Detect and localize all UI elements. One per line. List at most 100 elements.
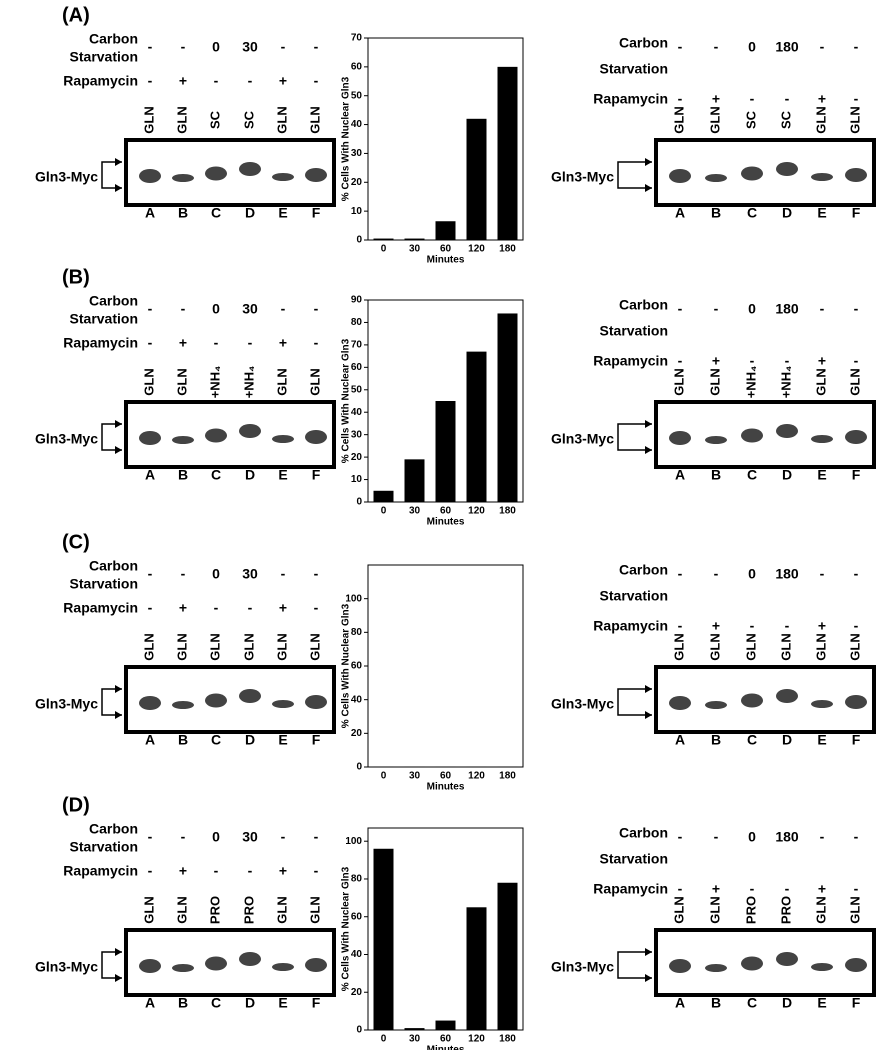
arrowhead bbox=[115, 974, 122, 982]
x-tick-label: 180 bbox=[499, 1034, 516, 1045]
carbon-value: - bbox=[181, 829, 186, 845]
lane-condition: +NH₄ bbox=[207, 366, 222, 399]
lane-letter: F bbox=[312, 467, 321, 483]
arrowhead bbox=[645, 711, 652, 719]
protein-label: Gln3-Myc bbox=[35, 696, 98, 712]
carbon-label: Carbon bbox=[619, 562, 668, 578]
y-tick-label: 20 bbox=[351, 452, 363, 463]
lane-letter: B bbox=[711, 732, 721, 748]
carbon-value: - bbox=[281, 829, 286, 845]
y-tick-label: 50 bbox=[351, 384, 363, 395]
lane-condition: GLN bbox=[707, 896, 722, 923]
protein-label: Gln3-Myc bbox=[551, 169, 614, 185]
y-tick-label: 100 bbox=[345, 593, 362, 604]
carbon-value: 0 bbox=[212, 39, 220, 55]
carbon-value: 0 bbox=[748, 566, 756, 582]
arrowhead bbox=[115, 446, 122, 454]
protein-label: Gln3-Myc bbox=[35, 169, 98, 185]
lane-letter: C bbox=[211, 467, 221, 483]
carbon-value: - bbox=[148, 829, 153, 845]
lane-condition: SC bbox=[207, 110, 222, 129]
y-tick-label: 40 bbox=[351, 407, 363, 418]
x-axis-label: Minutes bbox=[427, 517, 465, 528]
rapamycin-value: - bbox=[785, 618, 790, 634]
rapamycin-value: + bbox=[818, 353, 826, 369]
band bbox=[845, 958, 867, 972]
carbon-value: - bbox=[854, 39, 859, 55]
x-tick-label: 30 bbox=[409, 506, 421, 517]
y-tick-label: 60 bbox=[351, 661, 363, 672]
x-tick-label: 120 bbox=[468, 1034, 485, 1045]
lane-condition: GLN bbox=[707, 106, 722, 133]
y-tick-label: 20 bbox=[351, 987, 363, 998]
lane-letter: E bbox=[278, 205, 287, 221]
x-axis-label: Minutes bbox=[427, 1045, 465, 1050]
band bbox=[305, 168, 327, 182]
y-tick-label: 60 bbox=[351, 362, 363, 373]
lane-condition: GLN bbox=[174, 106, 189, 133]
rapamycin-value: - bbox=[314, 335, 319, 351]
carbon-value: 0 bbox=[748, 39, 756, 55]
band bbox=[705, 964, 727, 972]
rapamycin-value: - bbox=[750, 91, 755, 107]
arrowhead bbox=[645, 948, 652, 956]
lane-letter: E bbox=[278, 467, 287, 483]
blot-frame bbox=[124, 665, 336, 734]
rapamycin-value: + bbox=[279, 863, 287, 879]
blot-frame bbox=[654, 400, 876, 469]
lane-letter: A bbox=[675, 995, 685, 1011]
rapamycin-value: - bbox=[785, 353, 790, 369]
y-tick-label: 60 bbox=[351, 911, 363, 922]
lane-condition: SC bbox=[778, 110, 793, 129]
x-tick-label: 30 bbox=[409, 244, 421, 255]
x-tick-label: 60 bbox=[440, 771, 452, 782]
band bbox=[139, 169, 161, 183]
y-tick-label: 0 bbox=[356, 1025, 362, 1036]
y-tick-label: 70 bbox=[351, 33, 363, 44]
lane-letter: D bbox=[782, 467, 792, 483]
lane-letter: D bbox=[245, 467, 255, 483]
band bbox=[845, 168, 867, 182]
y-tick-label: 0 bbox=[356, 497, 362, 508]
lane-letter: D bbox=[245, 732, 255, 748]
carbon-value: - bbox=[314, 566, 319, 582]
band bbox=[139, 431, 161, 445]
carbon-value: - bbox=[820, 39, 825, 55]
lane-condition: SC bbox=[241, 110, 256, 129]
rapamycin-value: + bbox=[818, 881, 826, 897]
carbon-value: - bbox=[854, 301, 859, 317]
rapamycin-label: Rapamycin bbox=[593, 353, 668, 369]
lane-letter: F bbox=[852, 467, 861, 483]
band bbox=[669, 696, 691, 710]
x-tick-label: 180 bbox=[499, 771, 516, 782]
rapamycin-value: - bbox=[314, 600, 319, 616]
bracket bbox=[617, 951, 652, 979]
lane-condition: GLN bbox=[813, 106, 828, 133]
carbon-value: 30 bbox=[242, 39, 258, 55]
bar bbox=[435, 766, 456, 767]
band bbox=[205, 693, 227, 708]
carbon-value: - bbox=[281, 39, 286, 55]
bar bbox=[373, 848, 394, 1030]
rapamycin-value: + bbox=[818, 618, 826, 634]
band bbox=[669, 431, 691, 445]
carbon-value: - bbox=[314, 829, 319, 845]
starvation-label: Starvation bbox=[600, 588, 668, 604]
carbon-value: - bbox=[314, 39, 319, 55]
carbon-value: 30 bbox=[242, 829, 258, 845]
x-tick-label: 120 bbox=[468, 771, 485, 782]
lane-condition: PRO bbox=[778, 896, 793, 924]
arrowhead bbox=[645, 158, 652, 166]
protein-label: Gln3-Myc bbox=[35, 431, 98, 447]
band bbox=[811, 435, 833, 443]
band bbox=[139, 696, 161, 710]
lane-letter: C bbox=[747, 732, 757, 748]
bar bbox=[466, 766, 487, 767]
lane-condition: GLN bbox=[813, 896, 828, 923]
bar bbox=[373, 490, 394, 502]
band bbox=[776, 162, 798, 176]
y-axis-label: % Cells With Nuclear Gln3 bbox=[341, 603, 352, 728]
x-tick-label: 30 bbox=[409, 771, 421, 782]
lane-letter: B bbox=[178, 732, 188, 748]
